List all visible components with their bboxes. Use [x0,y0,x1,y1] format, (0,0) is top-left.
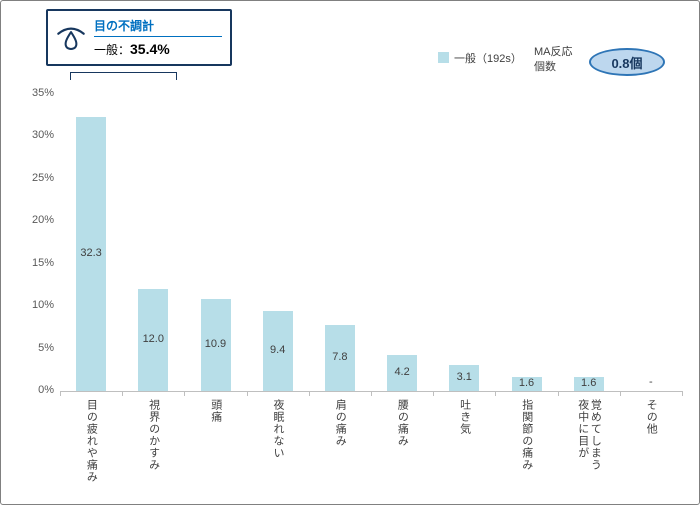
category-text: 目の疲れや痛み [85,399,98,483]
y-axis-label: 15% [31,256,54,269]
category-label: 腰の痛み [371,399,433,499]
category-text: 指関節の痛み [520,399,533,471]
category-label: 吐き気 [433,399,495,499]
bar [262,311,293,391]
y-axis-label: 30% [31,129,54,142]
x-axis-tick [308,391,310,396]
y-axis-label: 25% [31,171,54,184]
category-text: 夜中に目が 覚めてしまう [576,399,602,471]
category-text: 夜眠れない [272,399,284,459]
y-axis-label: 5% [38,341,54,354]
bar-value-label: 1.6 [581,377,597,390]
bar [449,364,480,391]
category-label: 夜中に目が 覚めてしまう [558,399,620,499]
x-axis-tick [184,391,186,396]
bar-value-label: 1.6 [518,377,535,390]
bar [76,116,107,391]
y-axis-label: 35% [31,87,54,99]
bar [324,324,355,391]
category-label: 夜眠れない [247,399,309,499]
category-label: 視界のかすみ [122,399,184,499]
y-axis-label: 20% [31,214,54,227]
x-axis-tick [495,391,497,396]
bar-value-label: 10.9 [204,337,227,350]
x-axis-tick [371,391,372,396]
summary-value-number: 35.4% [130,41,170,57]
category-text: 腰の痛み [396,399,409,447]
legend-swatch [438,52,449,63]
category-text: 吐き気 [458,399,471,435]
category-text: その他 [645,399,658,435]
bar [511,377,542,391]
category-label: その他 [620,399,682,499]
group-bracket [70,72,177,80]
category-label: 目の疲れや痛み [60,399,122,499]
category-text: 頭痛 [209,399,222,423]
ma-count-label: MA反応 個数 [534,46,573,73]
summary-value-prefix: 一般： [94,43,131,57]
bar-value-label: 12.0 [142,333,164,346]
summary-box: 目の不調計 一般：35.4% [46,9,232,66]
bar [573,377,604,391]
legend-label: 一般（192s） [454,53,522,65]
x-axis-tick [122,391,124,396]
x-axis-tick [433,391,435,396]
summary-text: 目の不調計 一般：35.4% [94,17,230,58]
ma-count-badge: 0.8個 [589,48,665,76]
bar-value-label: 9.4 [270,344,286,357]
category-label: 肩の痛み [309,399,371,499]
bar-value-label: 7.8 [332,350,348,363]
summary-title: 目の不調計 [94,17,222,37]
category-label: 頭痛 [184,399,246,499]
y-axis-label: 10% [31,299,54,312]
category-text: 肩の痛み [334,399,347,447]
x-axis-tick [246,391,248,396]
bar-value-label: 4.2 [394,366,410,379]
category-text: 視界のかすみ [147,399,160,471]
x-axis-tick [557,391,559,396]
x-axis-tick [682,391,683,396]
summary-value: 一般：35.4% [94,41,222,58]
bar [387,355,418,391]
eye-tear-icon [48,21,94,55]
ma-count-value: 0.8個 [611,55,643,71]
bar-value-label: 3.1 [456,370,472,383]
y-axis-label: 0% [38,384,54,396]
bar [200,298,231,391]
x-axis-tick [619,391,621,396]
bar-value-label: - [649,376,653,388]
category-label: 指関節の痛み [495,399,557,499]
bar-value-label: 32.3 [80,246,102,259]
bar [138,289,169,391]
x-axis-tick [60,391,61,396]
